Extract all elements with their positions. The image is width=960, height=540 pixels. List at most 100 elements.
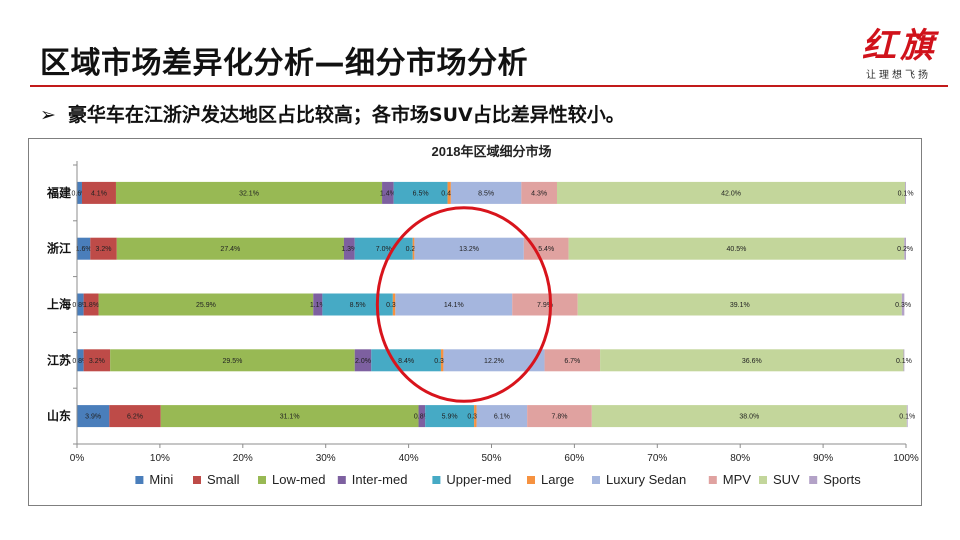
data-label: 0.2% — [897, 246, 913, 253]
legend-swatch — [337, 476, 346, 484]
bar-segment — [425, 405, 475, 428]
data-label: 1.4% — [380, 190, 396, 197]
bar-segment — [109, 405, 161, 428]
bar-segment — [904, 237, 906, 260]
bar-segment — [556, 181, 906, 204]
hongqi-slogan: 让理想飞扬 — [866, 70, 931, 81]
x-tick-label: 70% — [647, 453, 667, 464]
category-label: 江苏 — [47, 352, 71, 367]
bar-segment — [83, 349, 111, 372]
data-label: 3.2% — [89, 358, 105, 365]
data-label: 6.2% — [127, 414, 143, 421]
key-finding-text: 豪华车在江浙沪发达地区占比较高；各市场SUV占比差异性较小。 — [67, 104, 625, 126]
bar-segment — [443, 349, 545, 372]
data-label: 0.8% — [414, 414, 430, 421]
data-label: 6.7% — [564, 358, 580, 365]
x-tick-label: 40% — [399, 453, 419, 464]
bar-segment — [77, 293, 84, 316]
bar-segment — [418, 405, 426, 428]
data-label: 7.0% — [376, 246, 392, 253]
bar-segment — [354, 349, 372, 372]
bar-segment — [382, 181, 394, 204]
bar-segment — [116, 237, 344, 260]
bar-segment — [476, 405, 528, 428]
bar-segment — [77, 237, 91, 260]
category-label: 福建 — [46, 185, 72, 200]
bar-segment — [395, 293, 513, 316]
legend-swatch — [592, 476, 600, 484]
bar-segment — [81, 181, 116, 204]
data-label: 0.8% — [72, 302, 88, 309]
bar-segment — [906, 405, 908, 428]
bar-segment — [474, 405, 477, 428]
data-label: 3.2% — [96, 246, 112, 253]
data-label: 31.1% — [280, 414, 300, 421]
legend-label: Small — [207, 472, 240, 487]
chart-frame: 2018年区域细分市场 0.6% 4.1% 32.1% 1.4% 6.5% 0.4% 8.5%… — [28, 138, 922, 506]
bar-segment — [903, 349, 905, 372]
x-tick-label: 10% — [150, 453, 170, 464]
data-label: 0.3% — [467, 414, 483, 421]
data-label: 0.4% — [441, 190, 457, 197]
bar-segment — [77, 349, 84, 372]
data-label: 8.5% — [350, 302, 366, 309]
legend-swatch — [809, 476, 818, 484]
bar-segment — [901, 293, 905, 316]
data-label: 25.9% — [196, 302, 216, 309]
legend-label: SUV — [773, 472, 800, 487]
data-label: 3.9% — [85, 414, 101, 421]
bar-segment — [527, 405, 592, 428]
bar-segment — [343, 237, 355, 260]
data-label: 4.3% — [531, 190, 547, 197]
bar-segment — [392, 293, 396, 316]
legend-swatch — [527, 476, 535, 484]
legend-label: Luxury Sedan — [606, 472, 686, 487]
bar-segment — [98, 293, 314, 316]
bar-segment — [521, 181, 557, 204]
data-label: 6.1% — [494, 414, 510, 421]
x-tick-label: 20% — [233, 453, 253, 464]
data-label: 14.1% — [444, 302, 464, 309]
data-label: 2.0% — [355, 358, 371, 365]
legend-swatch — [759, 476, 767, 484]
bar-segment — [110, 349, 355, 372]
data-label: 5.4% — [538, 246, 554, 253]
bar-segment — [591, 405, 907, 428]
data-label: 5.9% — [442, 414, 458, 421]
data-label: 1.3% — [341, 246, 357, 253]
data-label: 4.1% — [91, 190, 107, 197]
x-tick-label: 100% — [893, 453, 919, 464]
data-label: 8.5% — [478, 190, 494, 197]
data-label: 0.3% — [895, 302, 911, 309]
legend-swatch — [193, 476, 201, 484]
data-label: 0.1% — [898, 190, 914, 197]
legend-label: MPV — [723, 472, 752, 487]
data-label: 0.3% — [434, 358, 450, 365]
data-label: 0.1% — [899, 414, 915, 421]
data-label: 27.4% — [220, 246, 240, 253]
key-finding-bullet: ➢ 豪华车在江浙沪发达地区占比较高；各市场SUV占比差异性较小。 — [40, 100, 625, 127]
legend-swatch — [708, 476, 717, 484]
bar-segment — [414, 237, 524, 260]
bar-segment — [115, 181, 383, 204]
data-label: 0.8% — [72, 358, 88, 365]
data-label: 0.6% — [72, 190, 88, 197]
data-label: 32.1% — [239, 190, 259, 197]
data-label: 42.0% — [721, 190, 741, 197]
x-tick-label: 30% — [316, 453, 336, 464]
data-label: 1.6% — [76, 246, 92, 253]
bar-segment — [160, 405, 419, 428]
data-label: 1.1% — [310, 302, 326, 309]
bar-segment — [440, 349, 444, 372]
bar-segment — [512, 293, 578, 316]
x-tick-label: 90% — [813, 453, 833, 464]
legend-swatch — [432, 476, 441, 484]
x-tick-label: 50% — [481, 453, 501, 464]
x-tick-label: 80% — [730, 453, 750, 464]
data-label: 7.9% — [537, 302, 553, 309]
highlight-ellipse — [375, 206, 553, 403]
bar-segment — [905, 181, 906, 204]
bar-segment — [322, 293, 393, 316]
legend-label: Low-med — [272, 472, 325, 487]
data-label: 6.5% — [413, 190, 429, 197]
